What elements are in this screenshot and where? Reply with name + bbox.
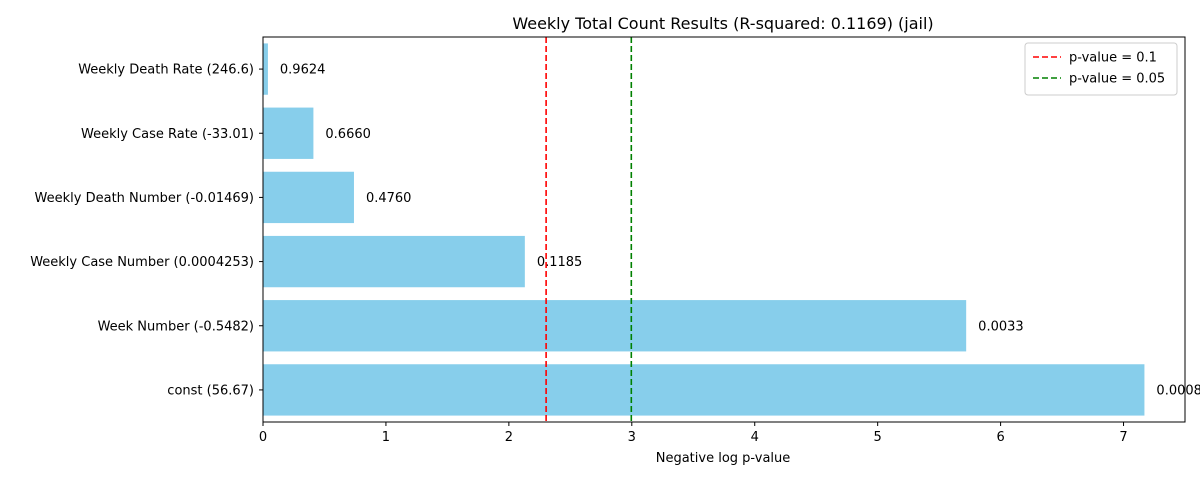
bar — [263, 300, 967, 352]
legend-box — [1024, 42, 1178, 96]
bar-value-label: 0.4760 — [366, 191, 412, 206]
bar — [263, 235, 525, 288]
legend-label: p-value = 0.05 — [1069, 72, 1165, 87]
x-tick-label: 0 — [259, 430, 267, 445]
x-axis-title: Negative log p-value — [656, 451, 791, 466]
chart-title: Weekly Total Count Results (R-squared: 0… — [512, 14, 933, 33]
y-tick-label: Weekly Death Number (-0.01469) — [35, 191, 254, 206]
x-tick-label: 2 — [505, 430, 513, 445]
reference-lines-layer — [545, 37, 633, 422]
bar-value-label: 0.0008 — [1156, 383, 1200, 398]
y-tick-label: Weekly Case Number (0.0004253) — [30, 255, 254, 270]
x-tick-label: 1 — [382, 430, 390, 445]
legend-label: p-value = 0.1 — [1069, 51, 1157, 66]
bars-layer: 0.0008 0.0033 0.1185 0.4760 0.6660 0.9624 — [263, 43, 1200, 416]
x-tick-label: 5 — [874, 430, 882, 445]
x-tick-label: 4 — [751, 430, 759, 445]
y-tick-label: Weekly Case Rate (-33.01) — [81, 127, 254, 142]
x-tick-label: 7 — [1119, 430, 1127, 445]
y-tick-label: Week Number (-0.5482) — [98, 319, 254, 334]
bar-value-label: 0.0033 — [978, 319, 1024, 334]
bar — [263, 107, 314, 159]
x-tick-label: 3 — [628, 430, 636, 445]
bar — [263, 171, 354, 224]
bar-value-label: 0.1185 — [537, 255, 583, 270]
y-tick-label: const (56.67) — [167, 383, 254, 398]
plot-frame — [262, 36, 1186, 423]
legend: p-value = 0.1 p-value = 0.05 — [1024, 42, 1178, 96]
x-tick-label: 6 — [996, 430, 1004, 445]
bar-value-label: 0.6660 — [325, 127, 371, 142]
y-tick-label: Weekly Death Rate (246.6) — [78, 63, 254, 78]
bar-value-label: 0.9624 — [280, 63, 326, 78]
axes-layer: const (56.67) Week Number (-0.5482) Weekly… — [30, 36, 1186, 445]
bar — [263, 43, 268, 95]
bar — [263, 364, 1145, 416]
